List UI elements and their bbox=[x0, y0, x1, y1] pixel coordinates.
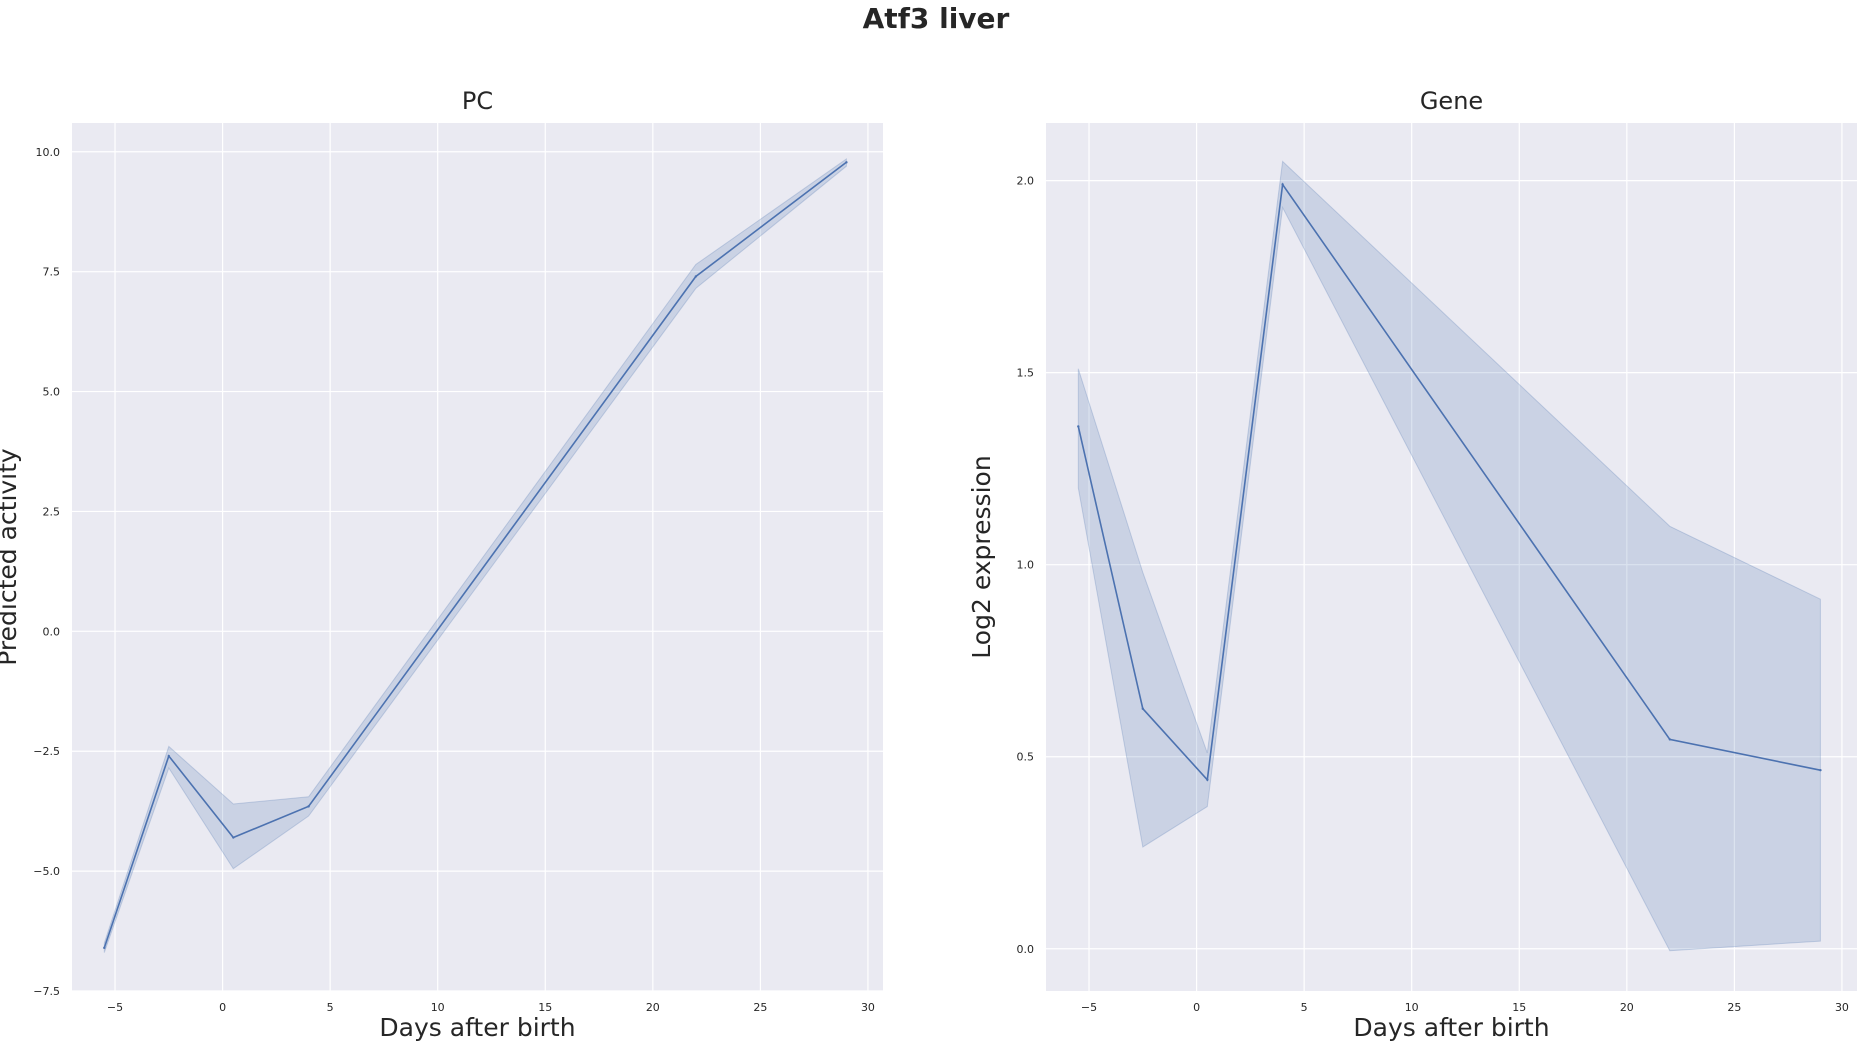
chart-0-y-tick-label: 2.5 bbox=[43, 505, 61, 518]
chart-0-x-tick-label: 20 bbox=[646, 1001, 660, 1014]
chart-1-title: Gene bbox=[1420, 87, 1483, 115]
chart-1-data-point bbox=[1819, 768, 1822, 772]
chart-1-y-tick-label: 1.5 bbox=[1017, 367, 1035, 380]
chart-1-plot-area bbox=[1046, 123, 1857, 991]
chart-0-confidence-band bbox=[103, 158, 847, 953]
chart-1-data-point bbox=[1077, 425, 1080, 428]
chart-0-x-tick-label: −5 bbox=[107, 1001, 123, 1014]
chart-0-y-tick-label: 7.5 bbox=[43, 266, 61, 279]
chart-1-confidence-band bbox=[1077, 160, 1821, 952]
chart-1-y-axis-label: Log2 expression bbox=[967, 455, 996, 658]
chart-1-x-axis-label: Days after birth bbox=[1353, 1013, 1549, 1042]
chart-1-x-tick-label: 15 bbox=[1512, 1001, 1526, 1014]
chart-0-y-tick-label: −2.5 bbox=[33, 745, 60, 758]
chart-1-data-point bbox=[1281, 183, 1284, 186]
chart-0-y-axis-label: Predicted activity bbox=[0, 448, 22, 666]
chart-1-y-tick-label: 2.0 bbox=[1017, 175, 1035, 188]
chart-0-y-tick-label: −5.0 bbox=[33, 865, 60, 878]
chart-1-y-tick-label: 0.5 bbox=[1017, 751, 1035, 764]
chart-0-x-tick-label: 10 bbox=[431, 1001, 445, 1014]
chart-0-x-tick-label: 0 bbox=[219, 1001, 226, 1014]
chart-1-data-point bbox=[1206, 778, 1209, 781]
chart-0-data-point bbox=[232, 836, 235, 839]
chart-0-data-point bbox=[845, 161, 848, 164]
chart-0-series-line bbox=[103, 161, 847, 949]
chart-0-y-tick-label: 0.0 bbox=[43, 625, 61, 638]
chart-0-data-point bbox=[103, 946, 106, 950]
chart-0-x-tick-label: 15 bbox=[538, 1001, 552, 1014]
chart-1-x-tick-label: 30 bbox=[1835, 1001, 1849, 1014]
chart-1-y-tick-label: 0.0 bbox=[1017, 943, 1035, 956]
chart-0-y-tick-label: 10.0 bbox=[36, 146, 61, 159]
chart-0-x-tick-label: 5 bbox=[327, 1001, 334, 1014]
figure-suptitle: Atf3 liver bbox=[863, 2, 1010, 35]
chart-panel-gene: −5 0 5 10 15 20 25 30 0.0 0.5 1.0 1.5 2.0 Gene Days af… bbox=[967, 87, 1857, 1042]
chart-0-x-tick-label: 25 bbox=[753, 1001, 767, 1014]
chart-0-x-axis-label: Days after birth bbox=[379, 1013, 575, 1042]
chart-1-x-tick-label: 10 bbox=[1405, 1001, 1419, 1014]
chart-1-x-tick-label: 25 bbox=[1727, 1001, 1741, 1014]
chart-panel-pc: −5 0 5 10 15 20 25 30 −7.5 −5.0 −2.5 0.0 2.5 5.0 7.5 10… bbox=[0, 87, 883, 1042]
chart-1-y-tick-label: 1.0 bbox=[1017, 559, 1035, 572]
chart-1-data-point bbox=[1668, 738, 1672, 741]
chart-0-plot-area bbox=[72, 123, 883, 991]
chart-0-x-tick-label: 30 bbox=[861, 1001, 875, 1014]
chart-0-data-point bbox=[307, 805, 310, 808]
chart-1-x-tick-label: 20 bbox=[1620, 1001, 1634, 1014]
chart-1-x-tick-label: 0 bbox=[1193, 1001, 1200, 1014]
chart-0-y-tick-label: −7.5 bbox=[33, 985, 60, 998]
chart-1-x-tick-label: 5 bbox=[1301, 1001, 1308, 1014]
chart-0-title: PC bbox=[462, 87, 493, 115]
chart-1-series-line bbox=[1077, 182, 1821, 782]
chart-0-data-point bbox=[694, 275, 698, 278]
chart-0-data-point bbox=[167, 754, 171, 758]
chart-0-y-tick-label: 5.0 bbox=[43, 386, 61, 399]
chart-1-x-tick-label: −5 bbox=[1081, 1001, 1097, 1014]
chart-1-data-point bbox=[1141, 707, 1145, 710]
